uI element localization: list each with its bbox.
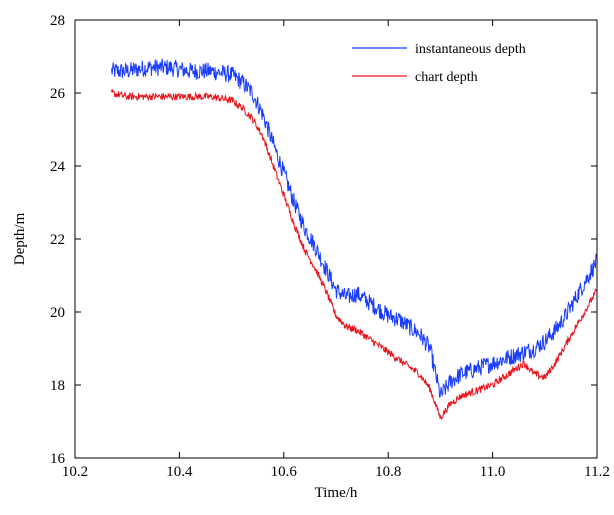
- legend-label-chart-depth: chart depth: [415, 70, 478, 85]
- y-tick-label: 22: [50, 232, 65, 248]
- y-axis-ticks: 16 18 20 22 24 26 28: [50, 13, 597, 467]
- plot-lines: [111, 58, 598, 421]
- y-tick-label: 28: [50, 13, 65, 29]
- y-axis-label: Depth/m: [12, 212, 28, 265]
- y-tick-label: 20: [50, 305, 65, 321]
- series-line-chart-depth: [111, 88, 598, 421]
- x-tick-label: 11.0: [480, 464, 506, 480]
- plot-frame: [74, 19, 598, 459]
- y-tick-label: 26: [50, 86, 66, 102]
- x-tick-label: 10.2: [62, 464, 88, 480]
- y-tick-label: 16: [50, 451, 66, 467]
- x-tick-label: 10.8: [375, 464, 401, 480]
- x-tick-label: 11.2: [584, 464, 610, 480]
- y-tick-label: 24: [50, 159, 66, 175]
- y-tick-label: 18: [50, 378, 65, 394]
- x-tick-label: 10.4: [166, 464, 193, 480]
- series-line-instantaneous-depth: [111, 58, 598, 398]
- x-axis-ticks: 10.2 10.4 10.6 10.8 11.0 11.2: [62, 20, 610, 480]
- legend: instantaneous depth chart depth: [352, 42, 526, 85]
- x-axis-label: Time/h: [315, 485, 358, 501]
- x-tick-label: 10.6: [271, 464, 298, 480]
- legend-label-instantaneous-depth: instantaneous depth: [415, 42, 526, 57]
